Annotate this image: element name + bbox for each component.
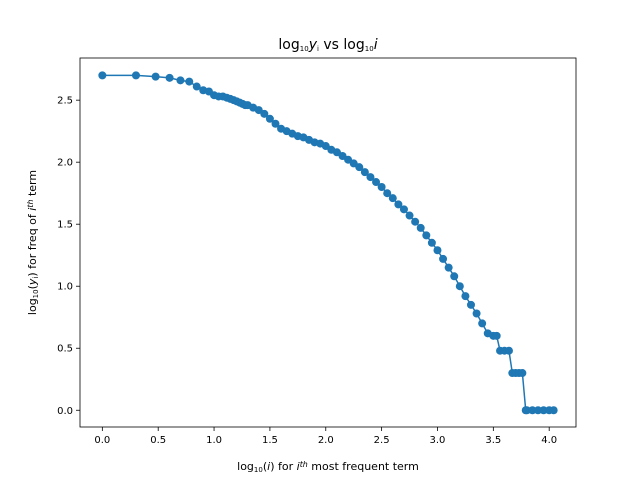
data-point bbox=[388, 194, 397, 203]
data-point bbox=[461, 292, 470, 301]
data-point bbox=[98, 71, 107, 80]
data-point bbox=[433, 246, 442, 255]
data-point bbox=[271, 119, 280, 128]
data-point bbox=[383, 189, 392, 198]
data-point bbox=[399, 205, 408, 214]
chart-title: log10yi vs log10i bbox=[278, 37, 377, 53]
data-point bbox=[539, 406, 548, 415]
data-point bbox=[151, 72, 160, 81]
data-point bbox=[444, 263, 453, 272]
data-point bbox=[549, 406, 558, 415]
y-tick-label: 2.0 bbox=[57, 158, 73, 169]
data-point bbox=[534, 406, 543, 415]
data-point bbox=[131, 71, 140, 80]
x-tick-label: 1.5 bbox=[262, 435, 278, 446]
data-point bbox=[192, 82, 201, 91]
data-point bbox=[528, 406, 537, 415]
data-point bbox=[411, 217, 420, 226]
y-axis-label: log10(yi) for freq of ith term bbox=[26, 170, 40, 315]
data-point bbox=[176, 76, 185, 85]
data-point bbox=[422, 231, 431, 240]
data-point bbox=[394, 200, 403, 209]
data-point bbox=[377, 182, 386, 191]
y-tick-label: 0.5 bbox=[57, 344, 73, 355]
x-tick-label: 4.0 bbox=[541, 435, 557, 446]
data-point bbox=[466, 300, 475, 309]
y-tick-label: 1.0 bbox=[57, 282, 73, 293]
data-point bbox=[522, 406, 531, 415]
data-point bbox=[478, 319, 487, 328]
x-axis-label: log10(i) for ith most frequent term bbox=[237, 460, 419, 474]
x-tick-label: 0.0 bbox=[94, 435, 110, 446]
x-tick-label: 2.5 bbox=[374, 435, 390, 446]
y-tick-label: 0.0 bbox=[57, 406, 73, 417]
x-tick-label: 3.5 bbox=[485, 435, 501, 446]
data-point bbox=[492, 331, 501, 340]
data-point bbox=[165, 73, 174, 82]
x-tick-label: 3.0 bbox=[430, 435, 446, 446]
data-point bbox=[405, 211, 414, 220]
series-layer bbox=[98, 71, 558, 415]
data-point bbox=[450, 272, 459, 281]
data-point bbox=[185, 77, 194, 86]
plot-frame bbox=[79, 57, 577, 428]
y-axis-ticks: 0.0 0.5 1.0 1.5 2.0 2.5 bbox=[57, 96, 80, 417]
data-point bbox=[366, 173, 375, 182]
x-axis-ticks: 0.0 0.5 1.0 1.5 2.0 2.5 3.0 3.5 4.0 bbox=[94, 427, 557, 446]
data-point bbox=[360, 168, 369, 177]
data-point bbox=[355, 163, 364, 172]
data-point bbox=[265, 114, 274, 123]
x-tick-label: 0.5 bbox=[150, 435, 166, 446]
x-tick-label: 2.0 bbox=[318, 435, 334, 446]
data-point bbox=[427, 238, 436, 247]
data-point bbox=[472, 309, 481, 318]
data-point bbox=[518, 369, 527, 378]
y-tick-label: 2.5 bbox=[57, 96, 73, 107]
data-point bbox=[416, 223, 425, 232]
data-point bbox=[439, 254, 448, 263]
x-tick-label: 1.0 bbox=[206, 435, 222, 446]
data-point bbox=[260, 109, 269, 118]
data-point bbox=[504, 346, 513, 355]
data-point bbox=[455, 282, 464, 291]
y-tick-label: 1.5 bbox=[57, 220, 73, 231]
data-point bbox=[372, 178, 381, 187]
